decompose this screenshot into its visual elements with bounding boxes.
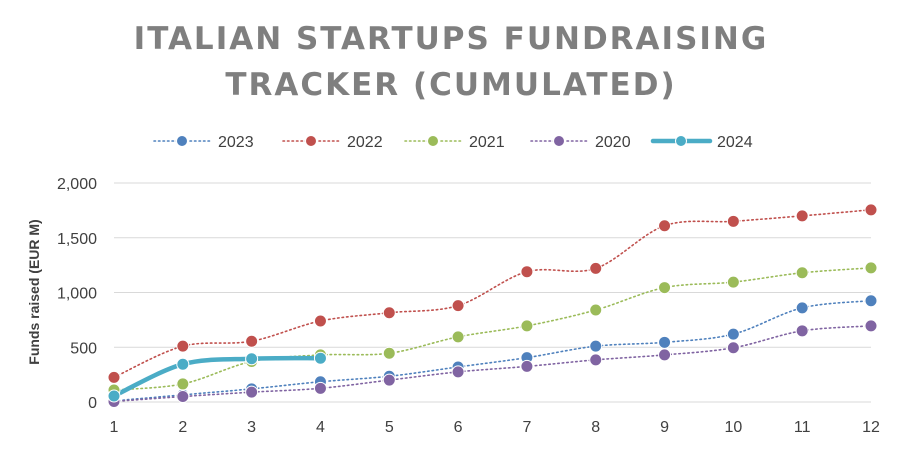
data-point-2022: [658, 219, 672, 233]
x-tick-label: 1: [110, 419, 119, 436]
data-point-2021: [795, 266, 809, 280]
data-point-2020: [726, 341, 740, 355]
x-tick-label: 2: [178, 419, 187, 436]
data-point-2022: [795, 209, 809, 223]
data-point-2024: [107, 389, 121, 403]
x-tick-label: 3: [247, 419, 256, 436]
data-point-2021: [176, 377, 190, 391]
data-point-2023: [864, 294, 878, 308]
y-tick-label: 500: [70, 340, 97, 357]
data-point-2022: [245, 334, 259, 348]
data-point-2020: [245, 385, 259, 399]
data-point-2020: [520, 359, 534, 373]
x-tick-label: 4: [316, 419, 325, 436]
series-line-2024: [111, 355, 323, 399]
series-lines: [111, 209, 872, 403]
x-tick-label: 5: [385, 419, 394, 436]
data-point-2021: [726, 275, 740, 289]
chart-title-line-1: ITALIAN STARTUPS FUNDRAISING: [133, 21, 769, 57]
chart-title-line-2: TRACKER (CUMULATED): [225, 67, 677, 103]
legend-entry-2022: 2022: [347, 134, 383, 151]
data-point-2024: [313, 351, 327, 365]
data-point-2020: [658, 348, 672, 362]
data-point-2022: [589, 261, 603, 275]
data-point-2020: [382, 373, 396, 387]
data-points: [107, 203, 878, 408]
data-point-2022: [176, 339, 190, 353]
data-point-2020: [176, 390, 190, 404]
data-point-2024: [245, 352, 259, 366]
data-point-2023: [795, 301, 809, 315]
x-tick-label: 9: [660, 419, 669, 436]
data-point-2022: [520, 265, 534, 279]
y-tick-labels: 0 500 1,000 1,500 2,000: [57, 176, 97, 412]
y-tick-label: 0: [88, 395, 97, 412]
data-point-2022: [726, 214, 740, 228]
x-tick-label: 12: [862, 419, 880, 436]
legend-entry-2020: 2020: [595, 134, 631, 151]
data-point-2020: [451, 365, 465, 379]
legend-marker-2021: [427, 135, 439, 147]
legend-marker-2023: [176, 135, 188, 147]
x-tick-labels: 1 2 3 4 5 6 7 8 9 10 11 12: [110, 419, 880, 436]
y-tick-label: 1,000: [57, 286, 97, 303]
data-point-2020: [795, 324, 809, 338]
series-line-2020: [113, 325, 872, 403]
x-tick-label: 10: [724, 419, 742, 436]
data-point-2023: [658, 335, 672, 349]
data-point-2022: [107, 370, 121, 384]
data-point-2021: [658, 281, 672, 295]
x-tick-label: 6: [454, 419, 463, 436]
data-point-2022: [313, 314, 327, 328]
series-line-2021: [113, 267, 872, 391]
data-point-2021: [864, 261, 878, 275]
data-point-2022: [451, 299, 465, 313]
x-tick-label: 7: [522, 419, 531, 436]
data-point-2023: [589, 339, 603, 353]
legend-marker-2024: [675, 135, 687, 147]
legend-marker-2020: [553, 135, 565, 147]
data-point-2024: [176, 357, 190, 371]
legend-entry-2023: 2023: [218, 134, 254, 151]
data-point-2020: [864, 319, 878, 333]
legend-entry-2021: 2021: [469, 134, 505, 151]
data-point-2023: [726, 327, 740, 341]
data-point-2021: [382, 346, 396, 360]
data-point-2020: [589, 353, 603, 367]
chart-title: ITALIAN STARTUPS FUNDRAISING TRACKER (CU…: [0, 16, 902, 108]
y-tick-label: 1,500: [57, 231, 97, 248]
data-point-2020: [313, 381, 327, 395]
data-point-2021: [520, 319, 534, 333]
legend-entry-2024: 2024: [717, 134, 753, 151]
series-line-2022: [113, 209, 872, 379]
data-point-2022: [382, 306, 396, 320]
y-axis-label: Funds raised (EUR M): [26, 219, 42, 364]
series-line-2023: [113, 299, 872, 402]
data-point-2022: [864, 203, 878, 217]
legend: 2023 2022 2021 2020 2024: [153, 134, 753, 151]
y-tick-label: 2,000: [57, 176, 97, 193]
legend-marker-2022: [305, 135, 317, 147]
x-tick-label: 8: [591, 419, 600, 436]
data-point-2021: [589, 303, 603, 317]
x-tick-label: 11: [794, 419, 811, 436]
data-point-2021: [451, 330, 465, 344]
gridlines: [114, 182, 871, 348]
